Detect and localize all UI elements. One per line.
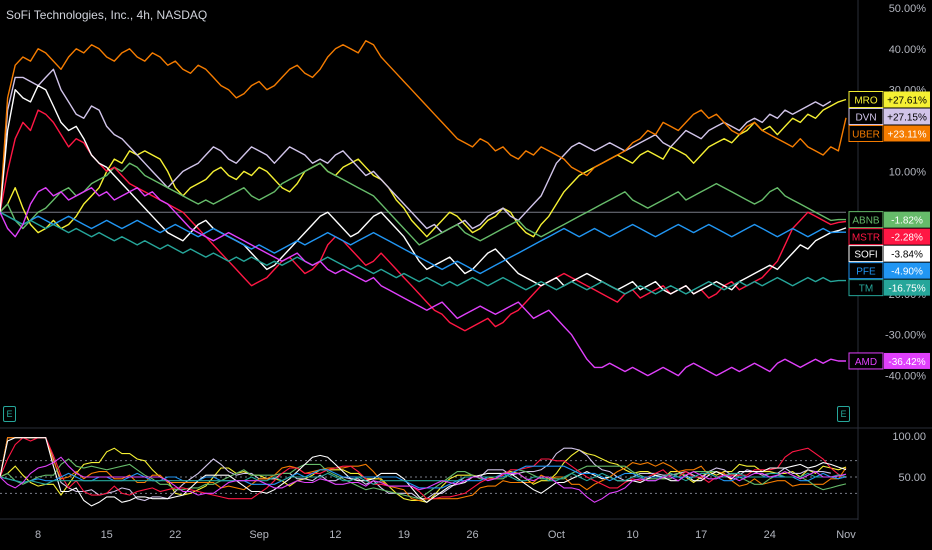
x-tick-label: 22	[169, 529, 181, 541]
y-tick-label: 40.00%	[889, 44, 927, 56]
series-line-uber[interactable]	[0, 40, 847, 213]
series-value-badge	[884, 108, 930, 125]
x-tick-label: Oct	[548, 529, 565, 541]
y-tick-label: -30.00%	[885, 330, 926, 342]
y-tick-label: 50.00%	[889, 3, 927, 15]
series-value-label-pfe: -4.90%	[891, 267, 923, 278]
series-name-badge	[848, 245, 884, 263]
series-name-badge	[848, 211, 884, 229]
series-name-badge	[848, 279, 884, 297]
oscillator-y-tick: 50.00	[898, 472, 926, 484]
x-tick-label: Sep	[249, 529, 269, 541]
series-name-label-amd: AMD	[855, 357, 877, 368]
series-name-label-pfe: PFE	[856, 267, 876, 278]
x-tick-label: 8	[35, 529, 41, 541]
series-name-label-uber: UBER	[852, 129, 880, 140]
series-value-badge	[884, 91, 930, 108]
x-tick-label: Nov	[836, 529, 856, 541]
oscillator-line-tm	[0, 472, 847, 485]
y-tick-label: -40.00%	[885, 371, 926, 383]
series-value-badge	[884, 279, 930, 296]
series-value-badge	[884, 228, 930, 245]
series-value-label-tm: -16.75%	[888, 284, 925, 295]
series-line-mro[interactable]	[0, 98, 847, 238]
earnings-marker-left[interactable]: E	[3, 406, 16, 422]
series-name-label-tm: TM	[859, 284, 873, 295]
oscillator-line-dvn	[0, 437, 831, 502]
series-name-label-mstr: MSTR	[852, 233, 880, 244]
oscillator-y-tick: 100.00	[892, 431, 926, 443]
series-value-label-sofi: -3.84%	[891, 250, 923, 261]
series-name-badge	[848, 262, 884, 280]
series-value-label-dvn: +27.15%	[887, 112, 927, 123]
series-value-label-uber: +23.11%	[887, 129, 926, 140]
series-line-mstr[interactable]	[0, 109, 847, 332]
oscillator-line-sofi	[0, 437, 847, 507]
series-name-label-abnb: ABNB	[852, 216, 880, 227]
series-value-badge	[884, 245, 930, 262]
series-value-badge	[884, 352, 930, 369]
series-name-badge	[848, 107, 884, 125]
oscillator-line-mro	[0, 447, 847, 503]
x-tick-label: 10	[626, 529, 638, 541]
series-line-abnb[interactable]	[0, 162, 846, 246]
x-tick-label: 15	[101, 529, 113, 541]
series-value-label-amd: -36.42%	[888, 357, 925, 368]
series-value-label-mro: +27.61%	[887, 95, 927, 106]
oscillator-line-mstr	[0, 437, 847, 500]
series-name-label-mro: MRO	[854, 95, 878, 106]
series-value-label-abnb: -1.82%	[891, 216, 923, 227]
x-tick-label: 24	[764, 529, 776, 541]
series-name-label-sofi: SOFI	[854, 250, 877, 261]
series-name-badge	[848, 124, 884, 142]
series-line-dvn[interactable]	[0, 68, 832, 234]
series-line-amd[interactable]	[0, 186, 846, 377]
y-tick-label: 10.00%	[889, 166, 927, 178]
chart-title: SoFi Technologies, Inc., 4h, NASDAQ	[6, 8, 208, 22]
series-value-badge	[884, 262, 930, 279]
series-name-badge	[848, 352, 884, 370]
series-name-label-dvn: DVN	[855, 112, 876, 123]
series-value-label-mstr: -2.28%	[891, 233, 923, 244]
oscillator-line-amd	[0, 456, 847, 503]
series-name-badge	[848, 228, 884, 246]
oscillator-line-abnb	[0, 458, 847, 500]
x-tick-label: 19	[398, 529, 410, 541]
x-tick-label: 12	[329, 529, 341, 541]
x-tick-label: 17	[695, 529, 707, 541]
earnings-marker-right[interactable]: E	[837, 406, 850, 422]
series-name-badge	[848, 90, 884, 108]
series-line-sofi[interactable]	[0, 84, 847, 295]
series-value-badge	[884, 211, 930, 228]
series-value-badge	[884, 125, 930, 142]
series-line-tm[interactable]	[0, 211, 846, 295]
x-tick-label: 26	[466, 529, 478, 541]
series-line-pfe[interactable]	[0, 211, 846, 275]
